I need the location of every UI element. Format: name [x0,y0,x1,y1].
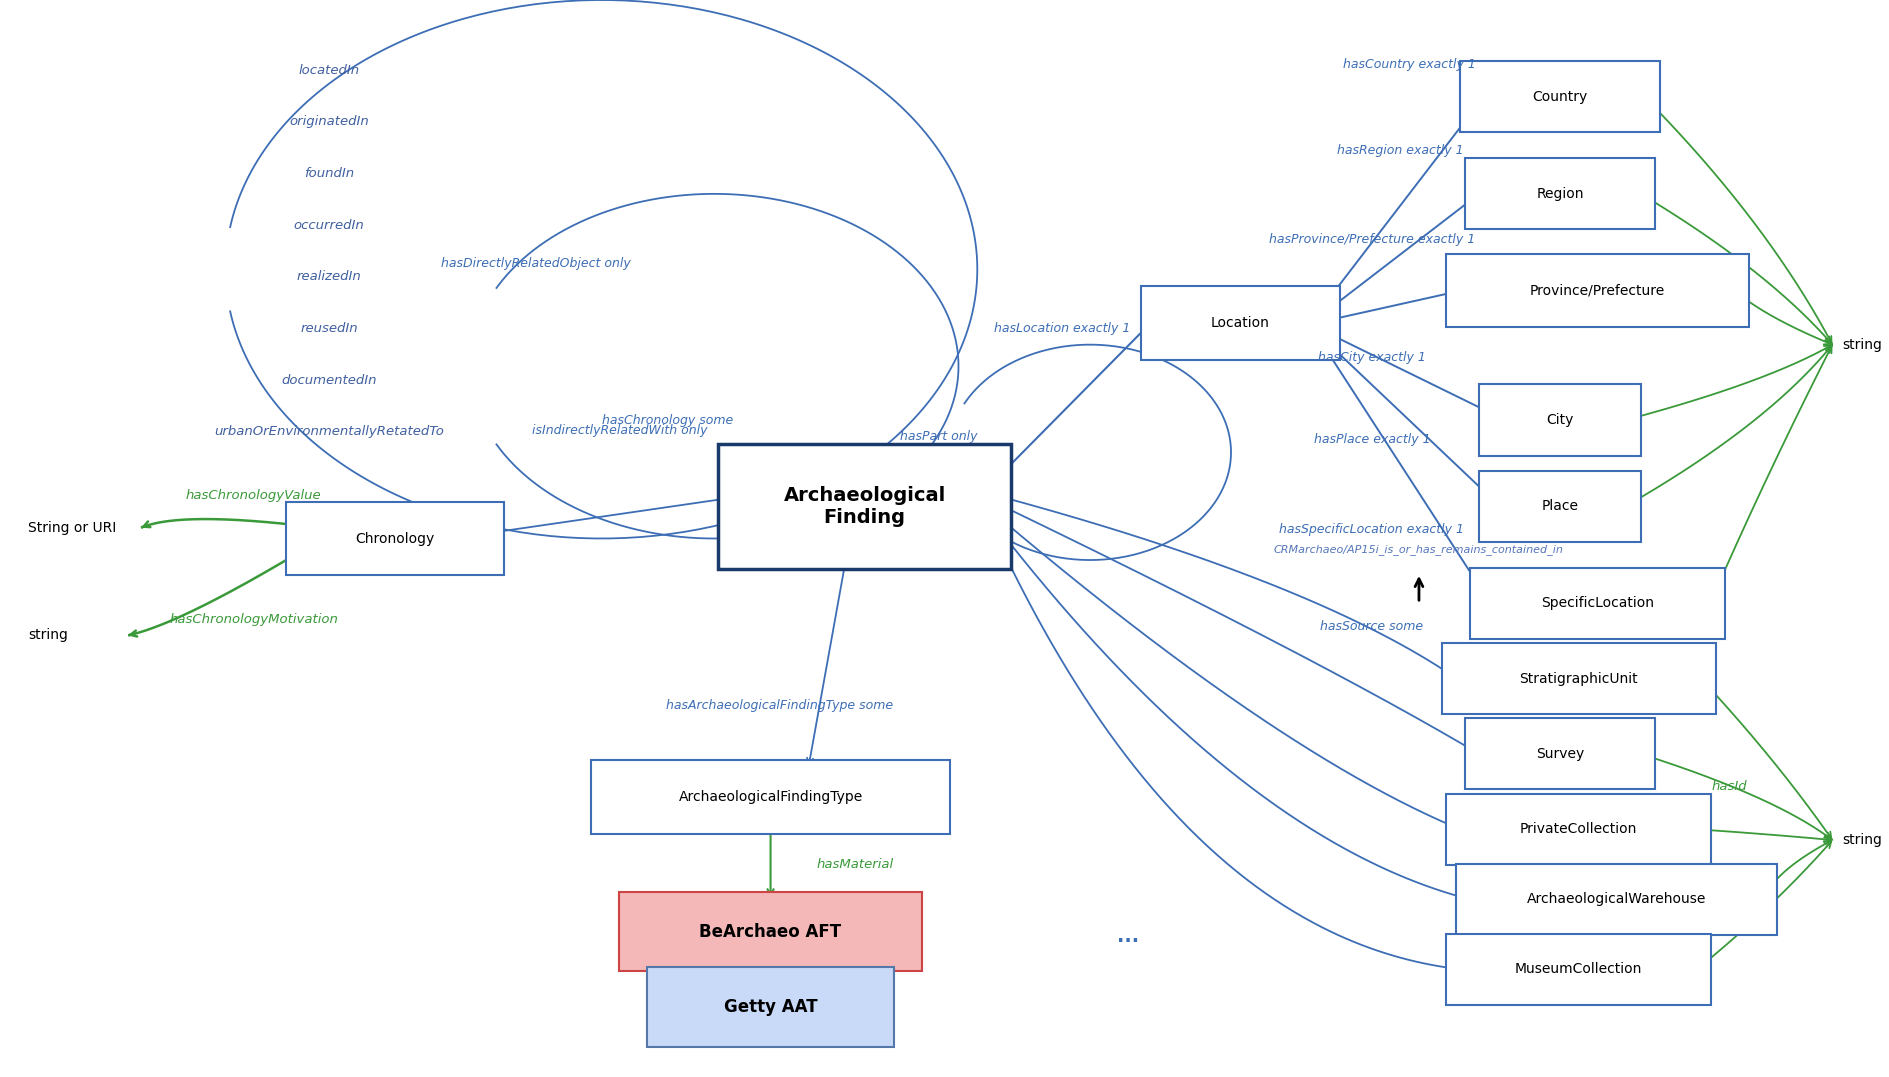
Text: hasId: hasId [1710,780,1745,793]
Text: String or URI: String or URI [28,521,117,534]
Text: hasChronologyMotivation: hasChronologyMotivation [170,613,338,626]
Text: Archaeological
Finding: Archaeological Finding [784,486,944,527]
Text: hasDirectlyRelatedObject only: hasDirectlyRelatedObject only [440,257,631,270]
FancyBboxPatch shape [1445,254,1747,327]
FancyBboxPatch shape [1460,61,1659,132]
Text: realizedIn: realizedIn [297,270,361,283]
Text: foundIn: foundIn [304,167,353,180]
Text: occurredIn: occurredIn [293,219,365,232]
Text: City: City [1545,414,1574,426]
Text: Country: Country [1532,90,1587,103]
FancyBboxPatch shape [1479,471,1640,542]
Text: documentedIn: documentedIn [281,374,376,387]
Text: hasCountry exactly 1: hasCountry exactly 1 [1343,58,1475,71]
FancyBboxPatch shape [1464,718,1655,789]
Text: StratigraphicUnit: StratigraphicUnit [1519,672,1638,685]
Text: hasProvince/Prefecture exactly 1: hasProvince/Prefecture exactly 1 [1268,233,1473,246]
Text: hasMaterial: hasMaterial [816,858,893,871]
Text: hasPlace exactly 1: hasPlace exactly 1 [1313,433,1430,446]
Text: originatedIn: originatedIn [289,115,368,128]
Text: ArchaeologicalWarehouse: ArchaeologicalWarehouse [1526,893,1706,906]
Text: Place: Place [1541,500,1577,513]
Text: hasCity exactly 1: hasCity exactly 1 [1317,351,1424,364]
Text: Getty AAT: Getty AAT [723,998,816,1016]
FancyBboxPatch shape [1445,794,1710,865]
FancyBboxPatch shape [1464,158,1655,229]
Text: string: string [28,629,68,642]
Text: Location: Location [1211,317,1269,330]
Text: hasLocation exactly 1: hasLocation exactly 1 [994,322,1130,335]
Text: hasSource some: hasSource some [1320,620,1422,633]
Text: BeArchaeo AFT: BeArchaeo AFT [699,923,841,940]
Text: Region: Region [1536,187,1583,200]
Text: ...: ... [1116,927,1137,947]
Text: Survey: Survey [1536,747,1583,760]
Text: PrivateCollection: PrivateCollection [1519,823,1636,836]
Text: isIndirectlyRelatedWith only: isIndirectlyRelatedWith only [533,424,708,437]
FancyBboxPatch shape [1141,286,1339,360]
Text: hasSpecificLocation exactly 1: hasSpecificLocation exactly 1 [1279,523,1464,536]
Text: Chronology: Chronology [355,532,434,545]
Text: MuseumCollection: MuseumCollection [1515,963,1642,976]
Text: ArchaeologicalFindingType: ArchaeologicalFindingType [678,791,861,803]
Text: hasChronologyValue: hasChronologyValue [185,489,321,502]
Text: string: string [1842,338,1881,351]
Text: string: string [1842,834,1881,847]
Text: hasArchaeologicalFindingType some: hasArchaeologicalFindingType some [667,699,893,712]
FancyBboxPatch shape [285,502,502,575]
FancyBboxPatch shape [718,444,1011,569]
Text: SpecificLocation: SpecificLocation [1540,597,1653,610]
Text: Province/Prefecture: Province/Prefecture [1528,284,1664,297]
FancyBboxPatch shape [648,967,893,1047]
Text: hasPart only: hasPart only [899,430,977,443]
FancyBboxPatch shape [1445,934,1710,1005]
Text: hasRegion exactly 1: hasRegion exactly 1 [1336,144,1462,157]
FancyBboxPatch shape [620,892,922,971]
FancyBboxPatch shape [1441,643,1715,714]
Text: reusedIn: reusedIn [300,322,357,335]
Text: urbanOrEnvironmentallyRetatedTo: urbanOrEnvironmentallyRetatedTo [213,425,444,438]
FancyBboxPatch shape [1470,568,1725,639]
Text: CRMarchaeo/AP15i_is_or_has_remains_contained_in: CRMarchaeo/AP15i_is_or_has_remains_conta… [1273,544,1562,555]
FancyBboxPatch shape [591,760,950,834]
FancyBboxPatch shape [1479,384,1640,456]
Text: hasChronology some: hasChronology some [601,414,733,426]
FancyBboxPatch shape [1455,864,1776,935]
Text: locatedIn: locatedIn [298,64,359,76]
